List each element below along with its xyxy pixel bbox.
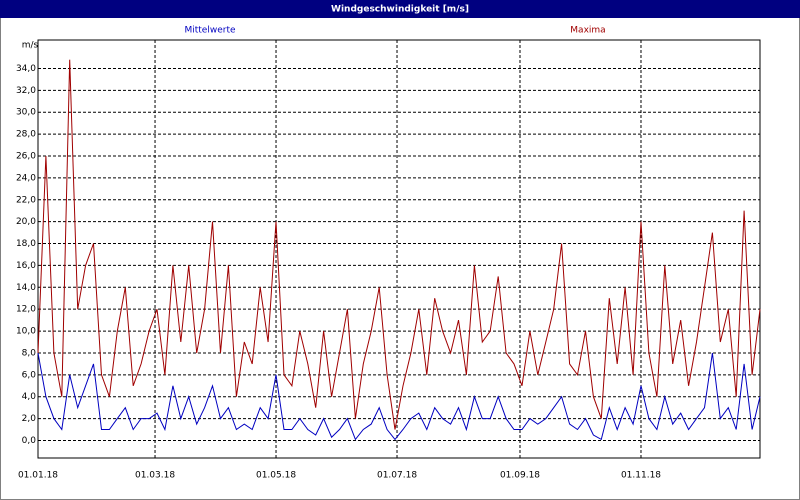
window-title: Windgeschwindigkeit [m/s] [331, 5, 469, 15]
x-tick-label: 01.05.18 [256, 471, 296, 481]
y-tick-label: 10,0 [16, 327, 36, 337]
x-tick-label: 01.01.18 [18, 471, 58, 481]
x-tick-label: 01.07.18 [377, 471, 417, 481]
y-tick-label: 22,0 [16, 195, 36, 205]
title-bar [0, 0, 800, 18]
x-tick-label: 01.11.18 [621, 471, 661, 481]
y-tick-label: 30,0 [16, 108, 36, 118]
line-series [37, 59, 761, 430]
y-tick-label: 8,0 [22, 348, 37, 358]
y-tick-label: 4,0 [22, 392, 37, 402]
y-tick-label: 16,0 [16, 261, 36, 271]
line-series [37, 352, 761, 441]
y-axis-label: m/s [22, 41, 39, 51]
y-tick-label: 34,0 [16, 64, 36, 74]
plot-area [37, 39, 761, 459]
y-tick-label: 28,0 [16, 130, 36, 140]
y-tick-label: 14,0 [16, 283, 36, 293]
legend-entry: Mittelwerte [184, 26, 235, 36]
y-tick-label: 20,0 [16, 217, 36, 227]
y-tick-label: 24,0 [16, 173, 36, 183]
y-tick-label: 18,0 [16, 239, 36, 249]
x-tick-label: 01.09.18 [500, 471, 540, 481]
y-tick-label: 26,0 [16, 151, 36, 161]
legend-entry: Maxima [570, 26, 605, 36]
x-tick-label: 01.03.18 [135, 471, 175, 481]
y-tick-label: 0,0 [22, 436, 37, 446]
y-tick-label: 32,0 [16, 86, 36, 96]
y-tick-label: 6,0 [22, 370, 37, 380]
y-tick-label: 2,0 [22, 414, 37, 424]
y-tick-label: 12,0 [16, 305, 36, 315]
